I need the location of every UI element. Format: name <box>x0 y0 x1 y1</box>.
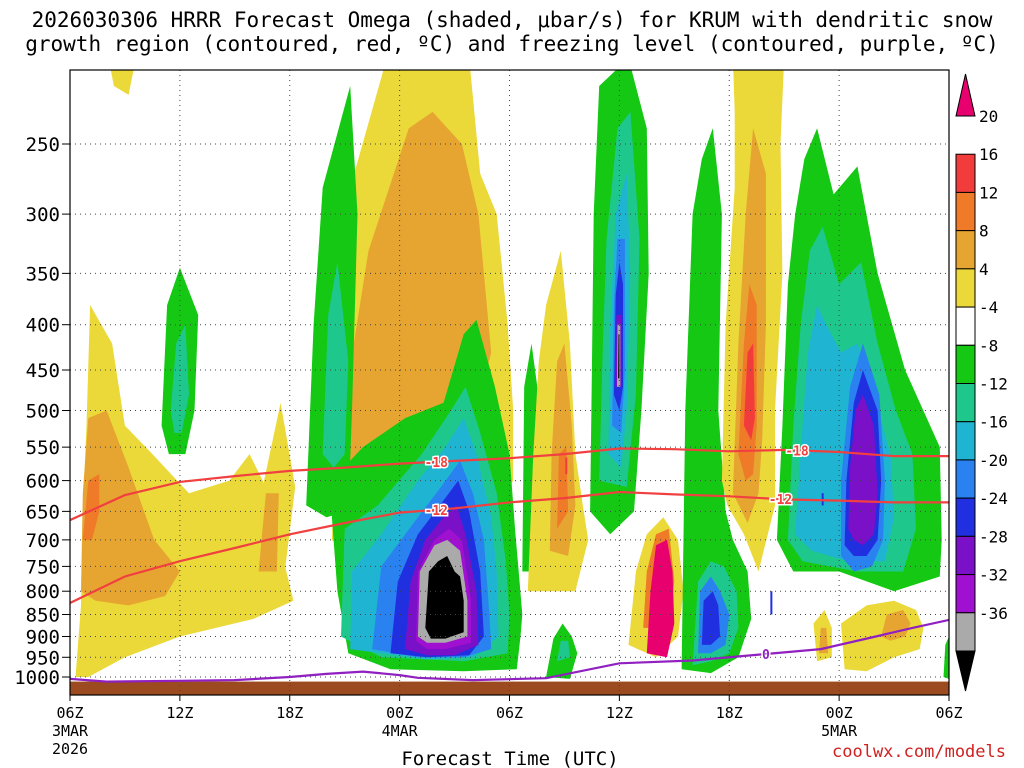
source-credit: coolwx.com/models <box>832 742 1006 762</box>
y-tick-label: 700 <box>26 530 60 552</box>
colorbar-swatch <box>955 306 976 346</box>
dendritic-minus12 <box>70 490 949 604</box>
temperature-contours: -18 -18 -12 -12 0 <box>70 443 949 683</box>
orange-left <box>81 410 180 606</box>
colorbar-swatch <box>955 230 976 270</box>
contour-label: 0 <box>762 648 770 663</box>
teal-small-27 <box>557 640 570 662</box>
contour-label: -12 <box>769 493 792 508</box>
y-tick-label: 250 <box>26 134 60 156</box>
colorbar-swatch <box>955 535 976 576</box>
colorbar-label: -4 <box>979 298 998 317</box>
colorbar-label: -28 <box>979 527 1008 546</box>
green-col-33 <box>681 128 752 674</box>
y-tick-label: 500 <box>26 401 60 423</box>
y-tick-label: 650 <box>26 501 60 523</box>
x-tick-label: 12Z <box>606 704 633 722</box>
contour-label: -18 <box>785 444 809 459</box>
colorbar-swatch <box>955 153 976 193</box>
colorbar-swatch <box>955 459 976 499</box>
ground-fill <box>70 681 949 695</box>
colorbar-bottom-arrow <box>955 650 976 692</box>
magenta-col-32 <box>646 539 675 658</box>
y-tick-label: 350 <box>26 263 60 285</box>
colorbar-label: 12 <box>979 183 998 202</box>
colorbar-swatch <box>955 268 976 308</box>
purple-col-43 <box>848 394 878 546</box>
yellow-top-left <box>110 70 134 95</box>
colorbar-label: -16 <box>979 413 1008 432</box>
contour-label: -12 <box>425 504 448 519</box>
y-tick-label: 850 <box>26 605 60 627</box>
x-tick-date: 5MAR <box>821 722 858 740</box>
y-tick-label: 750 <box>26 556 60 578</box>
colorbar-label: -32 <box>979 566 1008 585</box>
x-tick-label: 06Z <box>56 704 83 722</box>
x-tick-label: 18Z <box>716 704 743 722</box>
black-core <box>425 556 464 639</box>
x-tick-date: 3MAR <box>52 722 89 740</box>
y-tick-label: 800 <box>26 581 60 603</box>
chart-title-line-1: 2026030306 HRRR Forecast Omega (shaded, … <box>31 8 993 32</box>
green-col-bottom-right <box>943 636 949 679</box>
axes: 2503003504004505005506006507007508008509… <box>14 69 963 758</box>
x-tick-label: 06Z <box>496 704 523 722</box>
colorbar-label: -8 <box>979 336 998 355</box>
x-axis-label: Forecast Time (UTC) <box>401 748 618 768</box>
y-tick-label: 1000 <box>14 667 60 689</box>
x-tick-year: 2026 <box>52 740 88 758</box>
x-tick-label: 00Z <box>826 704 853 722</box>
teal-col-12 <box>170 324 189 433</box>
darkblue-col-34 <box>701 591 721 645</box>
colorbar-label: 8 <box>979 222 989 241</box>
colorbar: 20 16 12 8 4 -4 -8 -12 -16 -20 -24 -28 -32 -36 <box>955 73 1008 692</box>
colorbar-top-arrow <box>955 73 976 117</box>
y-tick-label: 450 <box>26 360 60 382</box>
orange-left-center <box>82 474 100 540</box>
colorbar-swatch <box>955 612 976 652</box>
x-tick-date: 4MAR <box>382 722 419 740</box>
x-tick-label: 00Z <box>386 704 413 722</box>
y-tick-label: 600 <box>26 471 60 493</box>
colorbar-label: -36 <box>979 604 1008 623</box>
shaded-omega-regions <box>70 70 949 689</box>
colorbar-swatch <box>955 383 976 423</box>
x-tick-label: 18Z <box>276 704 303 722</box>
y-tick-label: 400 <box>26 315 60 337</box>
chart-title-line-2: growth region (contoured, red, ºC) and f… <box>25 32 999 56</box>
y-tick-label: 900 <box>26 626 60 648</box>
colorbar-label: -24 <box>979 489 1008 508</box>
freezing-level-0 <box>70 618 949 683</box>
y-tick-label: 550 <box>26 437 60 459</box>
teal-col-17 <box>322 262 349 468</box>
x-tick-label: 06Z <box>935 704 962 722</box>
colorbar-label: -12 <box>979 375 1008 394</box>
orange-col-27 <box>549 343 576 556</box>
colorbar-label: 20 <box>979 107 998 126</box>
y-tick-label: 300 <box>26 204 60 226</box>
ground-surface <box>70 681 949 695</box>
colorbar-swatch <box>955 421 976 461</box>
y-tick-label: 950 <box>26 647 60 669</box>
red-col-36 <box>743 343 755 441</box>
dendritic-minus18 <box>70 447 949 522</box>
colorbar-swatch <box>955 574 976 614</box>
colorbar-swatch <box>955 344 976 384</box>
x-tick-label: 12Z <box>166 704 193 722</box>
colorbar-label: 16 <box>979 145 998 164</box>
contour-label: -18 <box>425 456 449 471</box>
colorbar-swatch <box>955 191 976 232</box>
orange-col-16 <box>258 493 279 572</box>
colorbar-swatch <box>955 497 976 537</box>
colorbar-label: 4 <box>979 260 989 279</box>
colorbar-label: -20 <box>979 451 1008 470</box>
